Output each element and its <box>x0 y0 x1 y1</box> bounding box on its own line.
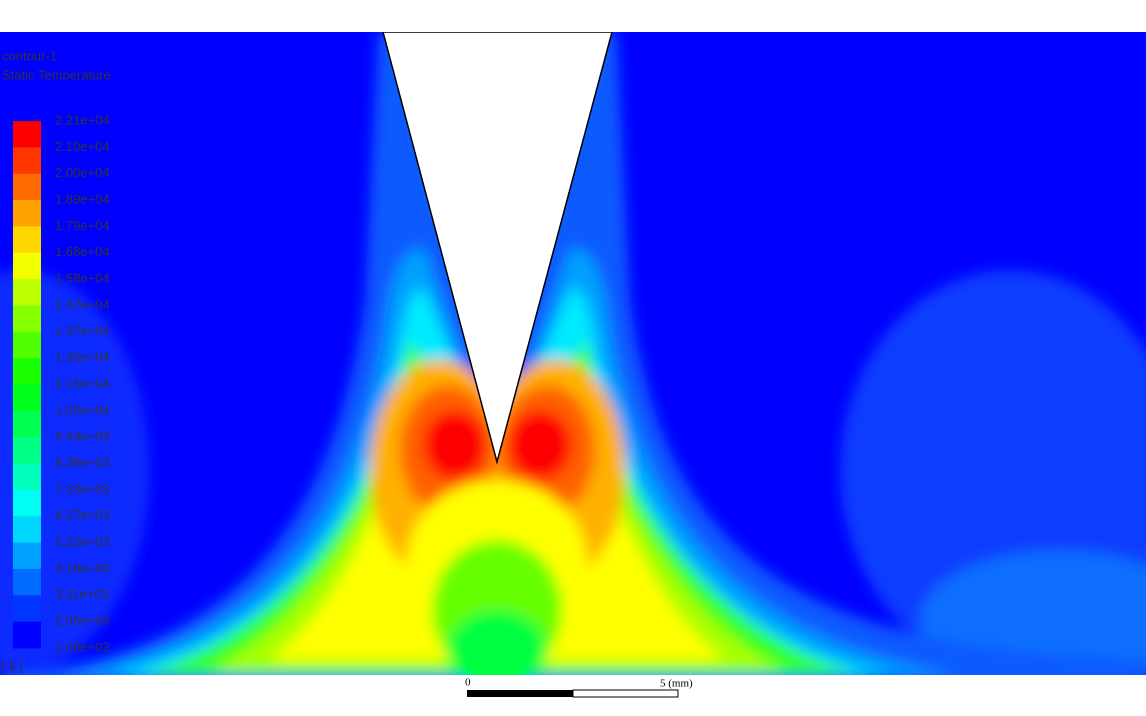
colorbar-label: 1.68e+04 <box>55 244 110 259</box>
colorbar-label: 1.26e+04 <box>55 350 110 365</box>
legend-unit: [ k ] <box>2 658 23 673</box>
colorbar-label: 1.47e+04 <box>55 297 110 312</box>
colorbar-band <box>13 358 41 385</box>
colorbar-band <box>13 489 41 517</box>
colorbar-label: 7.33e+03 <box>55 481 110 496</box>
colorbar-band <box>13 200 41 227</box>
scale-bar-empty <box>572 689 679 698</box>
colorbar-label: 1.05e+04 <box>55 402 110 417</box>
colorbar-label: 6.27e+03 <box>55 508 110 523</box>
colorbar-label: 2.21e+04 <box>55 112 110 127</box>
colorbar-label: 2.00e+04 <box>55 165 110 180</box>
scale-end: 5 (mm) <box>660 678 693 690</box>
colorbar-band <box>13 410 41 438</box>
colorbar-label: 1.37e+04 <box>55 323 110 338</box>
colorbar-band <box>13 516 41 544</box>
colorbar-band <box>13 331 41 359</box>
colorbar-band <box>13 542 41 570</box>
colorbar-label: 1.79e+04 <box>55 218 110 233</box>
legend-title: contour-1 <box>2 48 57 63</box>
colorbar-band <box>13 568 41 596</box>
colorbar-label: 3.11e+03 <box>55 587 109 602</box>
colorbar-label: 1.00e+03 <box>55 639 110 654</box>
colorbar-label: 4.16e+03 <box>55 560 110 575</box>
colorbar-band <box>13 173 41 201</box>
colorbar-label: 9.43e+03 <box>55 429 110 444</box>
colorbar-label: 1.58e+04 <box>55 271 110 286</box>
colorbar-band <box>13 595 41 623</box>
colorbar-band <box>13 121 41 148</box>
colorbar-label: 8.38e+03 <box>55 455 110 470</box>
colorbar-label: 5.22e+03 <box>55 534 110 549</box>
colorbar-label: 1.15e+04 <box>55 376 110 391</box>
contour-field <box>0 32 1146 675</box>
colorbar-band <box>13 305 41 333</box>
scale-bar-filled <box>467 690 573 697</box>
legend-subtitle: Static Temperature <box>2 67 111 82</box>
colorbar-label: 2.10e+04 <box>55 139 110 154</box>
colorbar-band <box>13 226 41 254</box>
colorbar-label: 2.05e+03 <box>55 613 110 628</box>
colorbar-label: 1.89e+04 <box>55 191 110 206</box>
colorbar-band <box>13 384 41 412</box>
colorbar-band <box>13 621 41 649</box>
colorbar <box>13 121 41 649</box>
scale-start: 0 <box>465 677 471 689</box>
colorbar-band <box>13 147 41 175</box>
colorbar-band <box>13 463 41 491</box>
colorbar-band <box>13 252 41 280</box>
colorbar-band <box>13 279 41 306</box>
colorbar-band <box>13 437 41 465</box>
